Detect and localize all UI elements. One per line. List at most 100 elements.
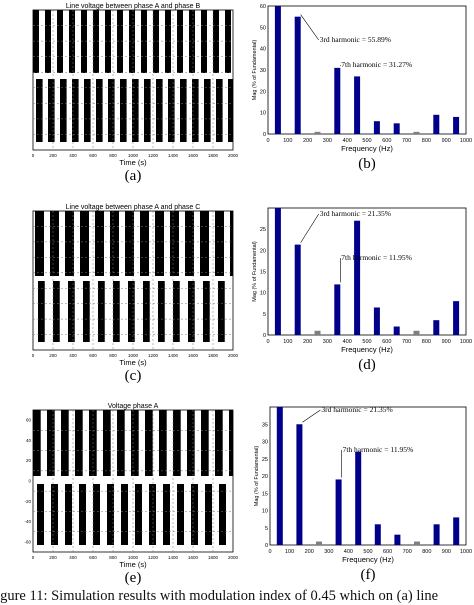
y-axis-label: Mag (% of Fundamental) — [252, 241, 258, 302]
x-tick-label: 900 — [442, 339, 451, 345]
pulse-bar — [129, 10, 135, 73]
pulse-bar — [165, 10, 171, 73]
y-tick-label: 10 — [260, 291, 266, 297]
pulse-bar — [149, 484, 156, 545]
y-tick-label: 30 — [260, 68, 266, 74]
harmonic-bar — [413, 330, 420, 335]
y-tick-label: 40 — [26, 438, 32, 443]
pulse-bar — [177, 484, 184, 545]
time-chart-a: Line voltage between phase A and phase B… — [32, 3, 239, 184]
x-tick-label: 600 — [89, 555, 97, 560]
x-axis-label: Time (s) — [119, 158, 147, 167]
subfigure-label: (e) — [125, 570, 142, 586]
x-tick-label: 1600 — [188, 555, 199, 560]
annotation-arrow — [302, 409, 321, 423]
pulse-bar — [219, 484, 226, 545]
pulse-bar — [180, 79, 187, 142]
pulse-bar — [69, 10, 75, 73]
plot-frame — [267, 5, 467, 135]
x-tick-label: 200 — [49, 353, 57, 358]
x-axis-label: Frequency (Hz) — [341, 144, 393, 153]
pulse-bar — [95, 211, 104, 276]
harmonic-bar — [373, 307, 380, 335]
x-tick-label: 2000 — [228, 353, 239, 358]
harmonic-bar — [393, 326, 400, 335]
pulse-bar — [153, 10, 159, 73]
x-tick-label: 500 — [362, 138, 371, 144]
harmonic-bar — [334, 284, 341, 335]
x-tick-label: 300 — [324, 549, 333, 555]
subfigure-label: (c) — [125, 368, 142, 384]
x-tick-label: 400 — [69, 153, 77, 158]
pulse-bar — [47, 410, 55, 476]
pulse-bar — [173, 410, 181, 476]
x-tick-label: 1200 — [148, 153, 159, 158]
harmonic-bar — [314, 131, 321, 134]
x-tick-label: 1600 — [188, 153, 199, 158]
harmonic-bar — [393, 123, 400, 134]
subfigure-label: (b) — [358, 156, 376, 172]
x-tick-label: 400 — [343, 138, 352, 144]
x-tick-label: 600 — [89, 353, 97, 358]
y-tick-label: 5 — [265, 526, 268, 532]
x-tick-label: 200 — [49, 555, 57, 560]
pulse-bar — [120, 79, 127, 142]
y-tick-label: 20 — [26, 458, 32, 463]
pulse-bar — [230, 211, 233, 276]
pulse-bar — [205, 484, 212, 545]
pulse-bar — [173, 281, 180, 342]
x-tick-label: 1000 — [128, 153, 139, 158]
harmonic-bar — [433, 524, 440, 545]
subfigure-label: (a) — [125, 168, 142, 184]
x-tick-label: 0 — [32, 153, 35, 158]
harmonic-bar — [296, 424, 303, 545]
x-tick-label: 600 — [89, 153, 97, 158]
pulse-bar — [65, 484, 72, 545]
y-tick-label: 25 — [262, 457, 268, 463]
pulse-bar — [155, 211, 164, 276]
x-tick-label: 200 — [303, 138, 312, 144]
x-tick-label: 0 — [32, 353, 35, 358]
pulse-bar — [170, 211, 179, 276]
pulse-bar — [128, 281, 135, 342]
pulse-bar — [158, 281, 165, 342]
y-axis-label: Mag (% of Fundamental) — [252, 40, 258, 101]
harmonic-bar — [453, 517, 460, 545]
pulse-bar — [156, 79, 163, 142]
y-tick-label: 0 — [265, 543, 268, 549]
x-tick-label: 700 — [402, 339, 411, 345]
pulse-bar — [96, 79, 103, 142]
x-tick-label: 1800 — [208, 353, 219, 358]
harmonic-bar — [413, 131, 420, 134]
pulse-bar — [93, 10, 99, 73]
y-axis-label: Mag (% of Fundamental) — [254, 446, 260, 507]
harmonic-bar — [453, 301, 460, 335]
pulse-bar — [113, 281, 120, 342]
x-tick-label: 2000 — [228, 555, 239, 560]
x-tick-label: 1400 — [168, 153, 179, 158]
y-tick-label: -60 — [24, 539, 31, 544]
x-tick-label: 400 — [69, 353, 77, 358]
pulse-bar — [61, 410, 69, 476]
pulse-bar — [84, 79, 91, 142]
pulse-bar — [225, 10, 231, 73]
spectrum-chart-b: 0 100 200 300 400 500 600 700 800 900 1000 0 10 20 30 4… — [252, 4, 472, 172]
harmonic-bar — [373, 121, 380, 134]
pulse-bar — [143, 281, 150, 342]
chart-title: Line voltage between phase A and phase B — [66, 3, 201, 10]
pulse-bar — [33, 410, 41, 476]
pulse-bar — [93, 484, 100, 545]
y-tick-label: 10 — [262, 509, 268, 515]
pulse-bar — [65, 211, 74, 276]
plot-frame — [269, 406, 467, 546]
pulse-bar — [215, 410, 223, 476]
pulse-bar — [141, 10, 147, 73]
x-tick-label: 1000 — [460, 138, 472, 144]
y-tick-label: 30 — [262, 440, 268, 446]
harmonic-bar — [414, 541, 420, 545]
y-tick-label: 35 — [262, 422, 268, 428]
y-tick-label: 15 — [262, 491, 268, 497]
y-tick-label: 15 — [260, 270, 266, 276]
x-tick-label: 800 — [109, 153, 117, 158]
